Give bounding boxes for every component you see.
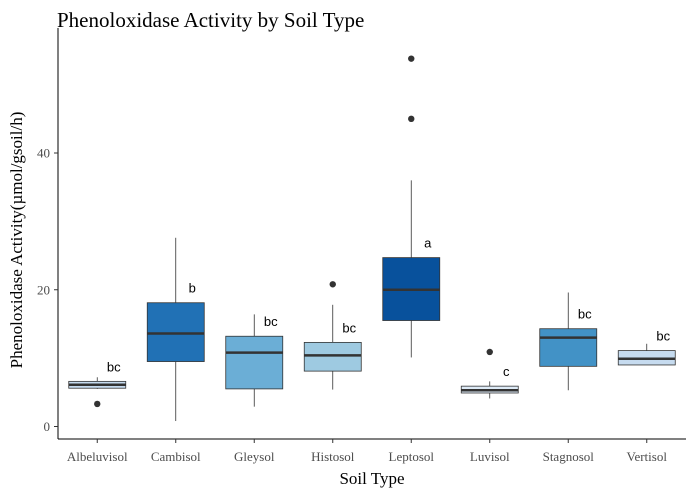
box-body [303,341,362,372]
x-tick-label: Gleysol [234,449,275,464]
outlier-point [408,115,415,123]
x-tick-label: Leptosol [389,449,435,464]
x-tick-label: Albeluvisol [67,449,128,464]
plot-area: bc b bc bc a c bc bc [68,55,676,422]
x-axis-title: Soil Type [339,469,404,488]
chart-title: Phenoloxidase Activity by Soil Type [57,8,364,32]
group-label: bc [578,307,592,322]
box-leptosol: a [382,55,441,358]
box-body [146,302,205,362]
x-tick-label: Histosol [311,449,355,464]
box-gleysol: bc [225,314,284,407]
y-ticks: 0 20 40 [37,146,58,434]
box-body [539,328,598,367]
group-label: a [424,236,432,251]
group-label: c [503,364,510,379]
outlier-point [486,348,493,356]
group-label: bc [656,329,670,344]
box-albeluvisol: bc [68,359,127,408]
y-axis-title: Phenoloxidase Activity(µmol/gsoil/h) [7,112,26,369]
x-tick-label: Luvisol [470,449,510,464]
x-tick-label: Stagnosol [543,449,595,464]
box-stagnosol: bc [539,292,598,391]
x-tick-label: Vertisol [627,449,668,464]
group-label: bc [342,320,356,335]
box-histosol: bc [303,281,362,390]
box-cambisol: b [146,237,205,422]
y-tick-label: 0 [44,419,51,434]
x-ticks: Albeluvisol Cambisol Gleysol Histosol Leptos… [67,439,667,464]
outlier-point [94,400,101,408]
group-label: b [189,281,196,296]
outlier-point [408,55,415,62]
x-tick-label: Cambisol [151,449,201,464]
group-label: bc [107,359,121,374]
y-tick-label: 40 [37,146,50,161]
y-tick-label: 20 [37,282,50,297]
box-body [225,335,284,390]
group-label: bc [264,314,278,329]
outlier-point [329,281,336,288]
box-vertisol: bc [617,329,676,366]
box-luvisol: c [460,348,519,399]
